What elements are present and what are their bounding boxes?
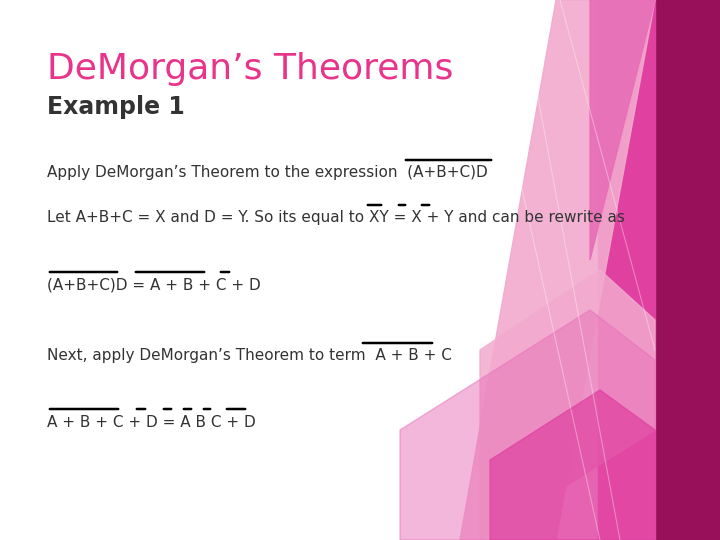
Text: A + B + C + D = A B C + D: A + B + C + D = A B C + D — [47, 415, 256, 430]
Polygon shape — [480, 270, 655, 540]
Text: DeMorgan’s Theorems: DeMorgan’s Theorems — [47, 52, 454, 86]
Polygon shape — [490, 390, 655, 540]
Polygon shape — [598, 0, 655, 540]
Text: Apply DeMorgan’s Theorem to the expression  (A+B+C)D: Apply DeMorgan’s Theorem to the expressi… — [47, 165, 487, 180]
Text: Example 1: Example 1 — [47, 95, 185, 119]
Polygon shape — [460, 0, 655, 540]
Text: (A+B+C)D = A + B + C + D: (A+B+C)D = A + B + C + D — [47, 278, 261, 293]
Polygon shape — [650, 0, 720, 540]
Text: Let A+B+C = X and D = Y. So its equal to XY = X + Y and can be rewrite as: Let A+B+C = X and D = Y. So its equal to… — [47, 210, 625, 225]
Polygon shape — [590, 0, 655, 260]
Text: Next, apply DeMorgan’s Theorem to term  A + B + C: Next, apply DeMorgan’s Theorem to term A… — [47, 348, 452, 363]
Polygon shape — [400, 310, 655, 540]
